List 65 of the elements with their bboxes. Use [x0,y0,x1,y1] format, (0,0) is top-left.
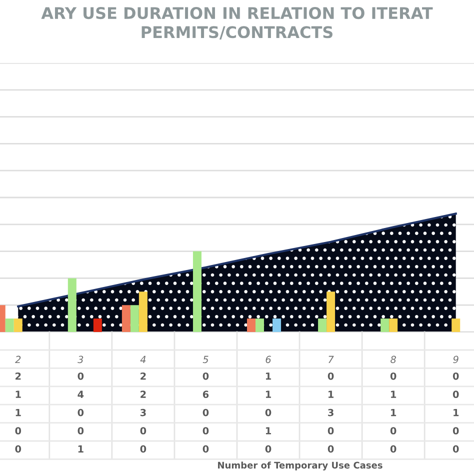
data-label: 0 [15,445,22,453]
data-label: 0 [328,372,334,380]
x-tick-label: 8 [390,356,396,364]
data-label: 2 [140,390,146,398]
bar [14,318,22,332]
bar [247,318,256,332]
data-label: 0 [202,408,209,416]
data-label: 0 [452,427,459,434]
data-label: 4 [78,390,84,398]
bar [138,292,148,332]
data-label: 0 [265,408,272,416]
data-label: 1 [266,372,271,380]
data-label: 0 [390,372,396,380]
bar [272,318,282,332]
data-label: 0 [328,445,334,453]
bar [452,318,460,332]
x-tick-label: 3 [78,356,84,364]
data-label: 0 [78,408,84,416]
data-label: 1 [16,390,21,398]
bar [122,305,130,332]
data-label: 0 [140,427,146,434]
data-label: 0 [452,372,459,380]
data-label: 0 [265,445,272,453]
data-label: 1 [266,390,271,398]
x-tick-label: 5 [202,356,208,364]
data-label: 2 [140,372,146,380]
data-label: 6 [202,390,209,398]
data-label: 0 [140,445,146,453]
data-label: 0 [328,427,334,434]
data-label: 1 [454,408,459,416]
data-label: 3 [140,408,146,416]
data-label: 0 [452,390,459,398]
data-label: 2 [16,372,21,380]
data-label: 0 [452,445,459,453]
data-label: 0 [202,445,209,453]
data-label: 0 [390,427,396,434]
data-label: 0 [15,427,22,434]
data-label: 1 [391,390,396,398]
x-tick-label: 6 [266,356,271,364]
data-label: 1 [266,427,271,434]
data-label: 1 [391,408,396,416]
data-label: 0 [78,372,84,380]
bar [389,318,398,332]
x-tick-label: 4 [140,356,146,363]
bar [68,278,76,332]
text: Number of Temporary Use Cases [218,462,382,470]
bar [192,251,202,332]
data-label: 0 [202,427,209,434]
data-label: 1 [328,390,334,398]
x-tick-label: 7 [328,356,334,363]
data-label: 1 [16,408,21,416]
x-tick-label: 9 [453,356,458,364]
bar [93,318,102,332]
chart-title: ARY USE DURATION IN RELATION TO ITERAT PERMITS/CONTRACTS [41,7,433,40]
bar [380,318,390,332]
bar [326,292,336,332]
bar [318,318,327,332]
bar [256,318,264,332]
data-label: 1 [78,445,84,452]
data-label: 0 [390,445,396,453]
x-tick-label: 2 [15,356,21,363]
data-label: 0 [202,372,209,380]
data-label: 3 [328,408,334,416]
bar [130,305,139,332]
data-label: 0 [78,427,84,434]
